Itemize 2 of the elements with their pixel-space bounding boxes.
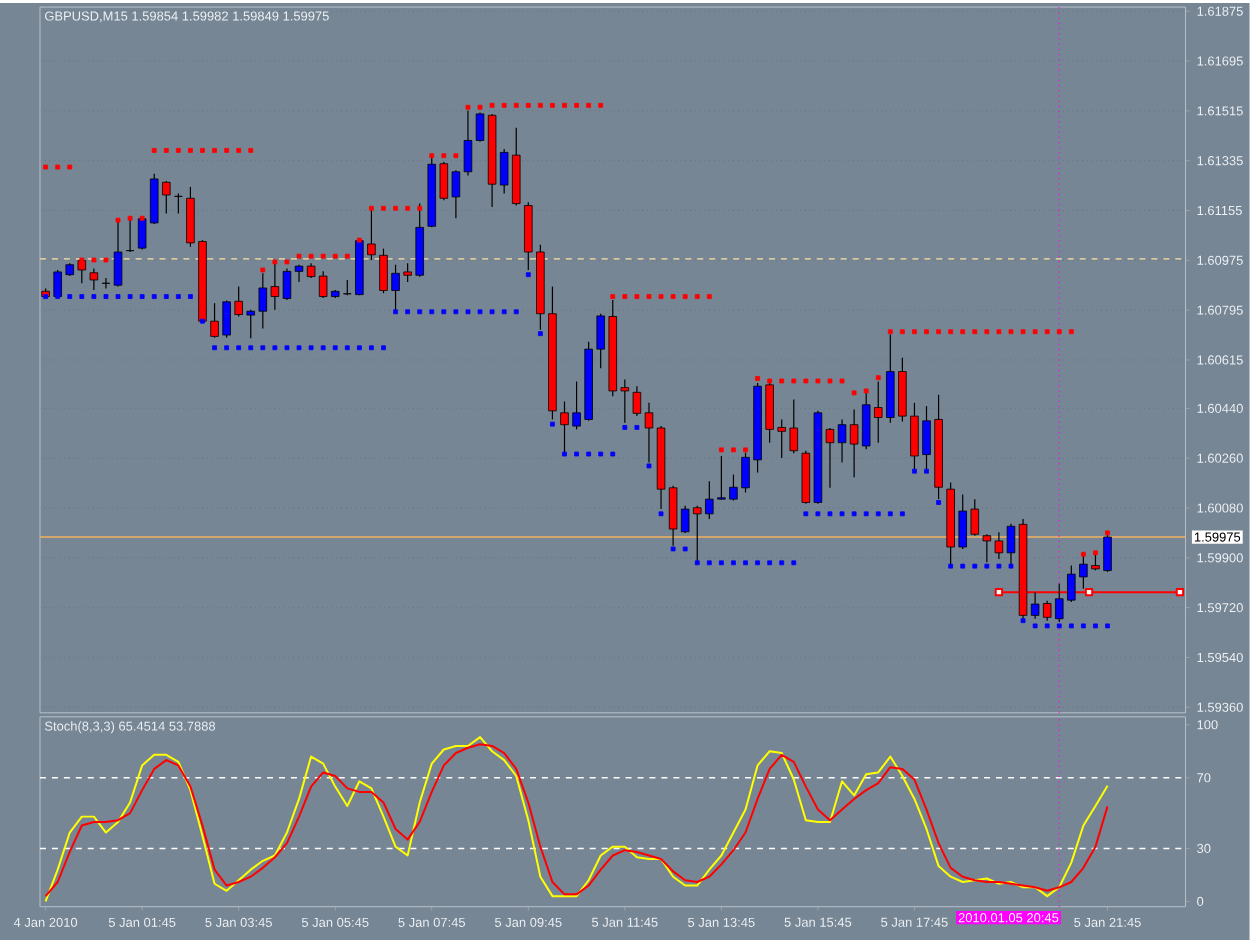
candlestick (89, 267, 99, 291)
candlestick (113, 219, 123, 287)
